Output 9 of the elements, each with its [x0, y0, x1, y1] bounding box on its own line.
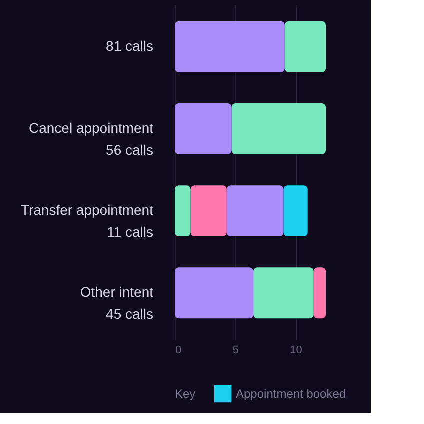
x-tick-label: 10 — [290, 344, 302, 356]
x-tick-label: 0 — [176, 344, 182, 356]
y-tick-label: Other intent 45 calls — [80, 284, 154, 322]
y-tick-label: 81 calls — [106, 38, 154, 54]
legend-title: Key — [175, 387, 196, 401]
y-tick-label: Cancel appointment 56 calls — [28, 120, 154, 158]
x-tick-label: 5 — [232, 344, 239, 356]
y-tick-label: Transfer appointment 11 calls — [20, 202, 154, 240]
legend-label: Appointment booked — [236, 387, 346, 401]
